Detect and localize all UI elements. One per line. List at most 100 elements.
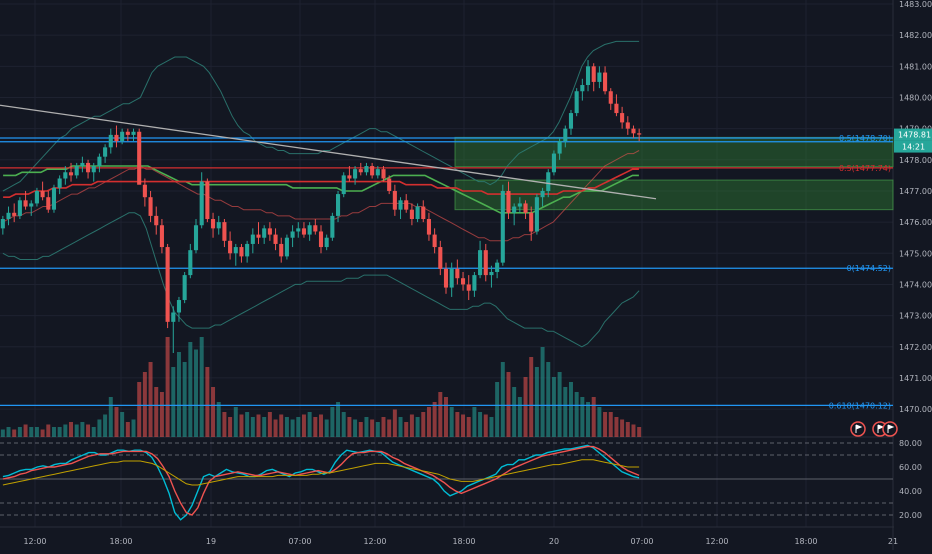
candle-body[interactable] [154,215,159,226]
time-axis[interactable]: 12:00 18:00 19 07:00 12:00 18:00 20 07:00 12:00 1… [23,537,898,546]
flag-badges[interactable] [850,421,898,437]
candle-body[interactable] [233,247,238,254]
candle-body[interactable] [46,197,51,210]
candle-body[interactable] [239,247,244,257]
candle-body[interactable] [495,262,500,272]
candle-body[interactable] [517,203,522,207]
price-axis[interactable]: 1483.001482.001481.001480.001479.001478.… [894,0,932,550]
candle-body[interactable] [193,225,199,251]
candle-body[interactable] [449,268,454,288]
candle-body[interactable] [216,222,221,229]
candle-body[interactable] [0,219,5,229]
candle-body[interactable] [17,200,22,216]
flag-icon[interactable] [882,421,898,437]
candle-body[interactable] [631,128,636,134]
candle-body[interactable] [438,247,443,269]
candle-body[interactable] [23,200,28,207]
candle-body[interactable] [415,206,420,220]
candle-body[interactable] [478,250,483,276]
candle-body[interactable] [392,190,397,210]
candle-body[interactable] [120,131,125,142]
candle-body[interactable] [460,278,466,285]
candle-body[interactable] [421,206,426,220]
candle-body[interactable] [591,66,596,82]
candle-body[interactable] [91,166,96,173]
candle-body[interactable] [40,190,45,198]
candle-body[interactable] [262,228,267,238]
candle-body[interactable] [370,166,375,176]
candle-body[interactable] [250,234,255,244]
candle-body[interactable] [131,131,136,135]
candle-body[interactable] [86,162,91,173]
candle-body[interactable] [620,113,625,123]
candle-body[interactable] [563,128,568,142]
candle-body[interactable] [176,300,182,313]
candle-body[interactable] [375,169,380,176]
candle-body[interactable] [301,228,307,235]
candle-body[interactable] [125,131,130,135]
candle-body[interactable] [108,134,113,148]
candle-body[interactable] [228,240,233,254]
candle-body[interactable] [57,178,62,188]
candle-body[interactable] [512,206,517,213]
candle-body[interactable] [455,268,460,279]
candle-body[interactable] [330,215,335,238]
candle-body[interactable] [171,312,176,322]
candle-body[interactable] [568,113,574,129]
candle-body[interactable] [398,200,403,210]
candle-body[interactable] [353,169,358,179]
candle-body[interactable] [466,284,471,291]
candle-body[interactable] [307,225,312,235]
candle-body[interactable] [63,172,68,179]
candle-body[interactable] [148,197,153,216]
candle-body[interactable] [296,228,301,232]
candle-body[interactable] [12,212,17,216]
candle-body[interactable] [6,212,11,220]
candle-body[interactable] [182,275,187,301]
candle-body[interactable] [142,184,147,198]
candle-body[interactable] [540,190,545,198]
trendline[interactable] [0,104,657,200]
candle-body[interactable] [364,166,369,173]
candle-body[interactable] [68,172,74,176]
candle-body[interactable] [313,225,318,232]
candle-body[interactable] [574,91,579,114]
candle-body[interactable] [381,169,386,179]
candle-body[interactable] [188,250,193,276]
candle-body[interactable] [318,231,324,248]
candle-body[interactable] [432,234,437,248]
candle-body[interactable] [284,237,289,257]
candle-body[interactable] [529,212,534,232]
candle-body[interactable] [267,228,272,235]
candle-body[interactable] [29,203,34,207]
candle-body[interactable] [245,243,250,257]
candle-body[interactable] [103,147,108,157]
candle-body[interactable] [483,250,488,276]
candle-body[interactable] [443,268,449,288]
candle-body[interactable] [551,153,556,173]
candle-body[interactable] [608,91,613,104]
candle-body[interactable] [211,219,216,229]
candle-body[interactable] [279,243,284,257]
candle-body[interactable] [557,141,562,154]
candles[interactable] [0,60,642,354]
candle-body[interactable] [97,156,102,167]
candle-body[interactable] [51,187,57,210]
candle-body[interactable] [506,190,511,213]
candle-body[interactable] [256,234,261,238]
candle-body[interactable] [426,219,431,235]
candle-body[interactable] [387,178,392,191]
trendline-line[interactable] [0,104,657,200]
candle-body[interactable] [222,222,227,241]
candle-body[interactable] [74,166,79,176]
candle-body[interactable] [290,231,295,238]
candle-body[interactable] [341,175,346,195]
candle-body[interactable] [159,225,164,248]
candle-body[interactable] [205,181,210,220]
candle-body[interactable] [500,190,505,263]
candle-body[interactable] [324,237,329,248]
candle-body[interactable] [637,133,642,135]
candle-body[interactable] [80,162,85,167]
candle-body[interactable] [199,181,204,226]
candle-body[interactable] [137,131,142,185]
